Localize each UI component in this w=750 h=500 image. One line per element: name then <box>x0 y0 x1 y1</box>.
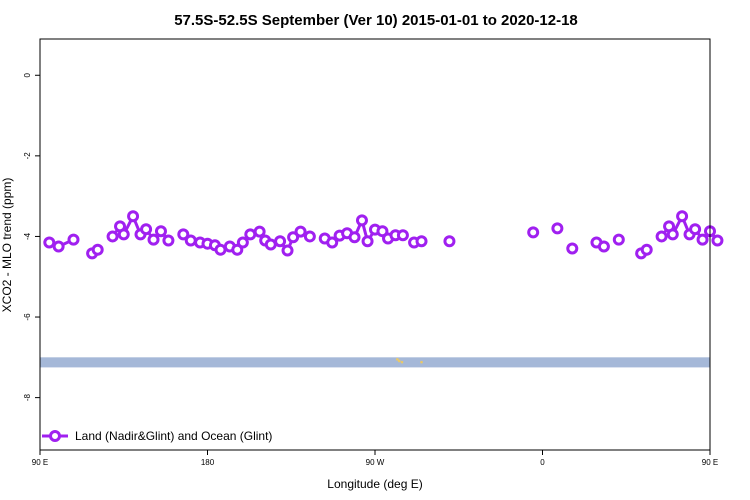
data-point <box>264 238 277 251</box>
data-point <box>231 243 244 256</box>
data-point <box>67 233 80 246</box>
data-point <box>527 226 540 239</box>
data-point <box>303 230 316 243</box>
x-tick-label: 180 <box>201 458 215 467</box>
data-point <box>597 240 610 253</box>
land-mark <box>397 359 401 363</box>
data-point <box>689 223 702 236</box>
data-point <box>415 235 428 248</box>
data-point <box>147 233 160 246</box>
data-point <box>287 231 300 244</box>
data-point <box>551 222 564 235</box>
data-point <box>443 235 456 248</box>
data-point <box>184 234 197 247</box>
data-point <box>281 244 294 257</box>
legend-marker-swatch <box>49 430 61 442</box>
x-tick-label: 90 E <box>702 458 718 467</box>
y-tick-label: -2 <box>23 152 32 160</box>
data-point <box>640 243 653 256</box>
data-point <box>666 228 679 241</box>
data-point <box>566 242 579 255</box>
x-tick-label: 90 E <box>32 458 48 467</box>
data-point <box>396 229 409 242</box>
y-tick-label: 0 <box>23 72 32 77</box>
data-point <box>127 210 140 223</box>
data-point <box>177 228 190 241</box>
data-point <box>274 235 287 248</box>
data-point <box>154 225 167 238</box>
chart-title: 57.5S-52.5S September (Ver 10) 2015-01-0… <box>174 12 578 29</box>
plot-area <box>40 210 724 368</box>
data-point <box>236 236 249 249</box>
data-point <box>612 233 625 246</box>
y-tick-label: -4 <box>23 232 32 240</box>
data-point <box>140 223 153 236</box>
x-axis: 90 E 180 90 W 0 90 E <box>32 450 718 467</box>
legend-label: Land (Nadir&Glint) and Ocean (Glint) <box>75 429 272 443</box>
data-point <box>355 214 368 227</box>
data-point <box>253 225 266 238</box>
y-axis-label: XCO2 - MLO trend (ppm) <box>0 178 14 313</box>
land-mark <box>420 360 423 364</box>
y-tick-label: -6 <box>23 313 32 321</box>
data-point <box>348 231 361 244</box>
x-axis-label: Longitude (deg E) <box>327 477 422 491</box>
land-mark <box>396 358 399 361</box>
legend: Land (Nadir&Glint) and Ocean (Glint) <box>42 429 272 443</box>
data-point <box>214 243 227 256</box>
y-axis: 0 -2 -4 -6 -8 <box>23 72 40 401</box>
data-point <box>117 228 130 241</box>
data-point <box>162 234 175 247</box>
land-mark <box>400 360 404 364</box>
x-tick-label: 0 <box>540 458 545 467</box>
data-point <box>676 210 689 223</box>
data-point <box>361 235 374 248</box>
data-point <box>43 236 56 249</box>
data-point <box>52 240 65 253</box>
data-point <box>91 243 104 256</box>
data-point <box>244 228 257 241</box>
data-point <box>376 225 389 238</box>
data-point <box>696 233 709 246</box>
data-point <box>711 234 724 247</box>
x-tick-label: 90 W <box>366 458 385 467</box>
data-point <box>326 236 339 249</box>
y-tick-label: -8 <box>23 394 32 402</box>
ocean-band <box>40 357 710 368</box>
data-point <box>294 225 307 238</box>
data-point <box>655 230 668 243</box>
data-point <box>106 230 119 243</box>
